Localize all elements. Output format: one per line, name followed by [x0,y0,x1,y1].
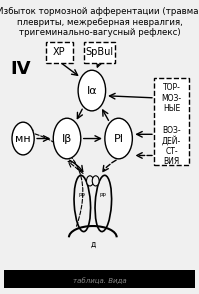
Text: PI: PI [114,133,124,143]
FancyBboxPatch shape [84,42,115,63]
Circle shape [92,176,99,186]
Text: МОЗ-: МОЗ- [162,94,182,103]
FancyBboxPatch shape [154,78,189,165]
Text: рр: рр [79,193,86,198]
Circle shape [53,118,81,159]
Text: ДЕЙ-: ДЕЙ- [162,136,181,146]
Text: мн: мн [15,133,31,143]
Text: ТОР-: ТОР- [163,83,180,92]
Circle shape [78,70,106,111]
Text: ХР: ХР [53,47,66,57]
Text: НЫЕ: НЫЕ [163,104,180,113]
Text: СТ-: СТ- [165,147,178,156]
Text: д: д [90,240,96,249]
Text: Избыток тормозной афферентации (травма,
плевриты, межреберная невралгия,
тригеми: Избыток тормозной афферентации (травма, … [0,7,199,37]
FancyBboxPatch shape [46,42,73,63]
Circle shape [12,122,34,155]
Text: Iβ: Iβ [62,133,72,143]
Circle shape [87,176,93,186]
Text: SpBul: SpBul [85,47,114,57]
Text: ВИЯ: ВИЯ [164,157,180,166]
Text: таблица. Вида: таблица. Вида [73,277,126,284]
Text: IV: IV [11,60,31,78]
Text: ВОЗ-: ВОЗ- [162,126,181,135]
Circle shape [105,118,132,159]
Text: рр: рр [100,193,107,198]
Ellipse shape [95,175,112,232]
FancyBboxPatch shape [4,270,195,291]
Ellipse shape [74,175,91,232]
Text: Iα: Iα [87,86,97,96]
